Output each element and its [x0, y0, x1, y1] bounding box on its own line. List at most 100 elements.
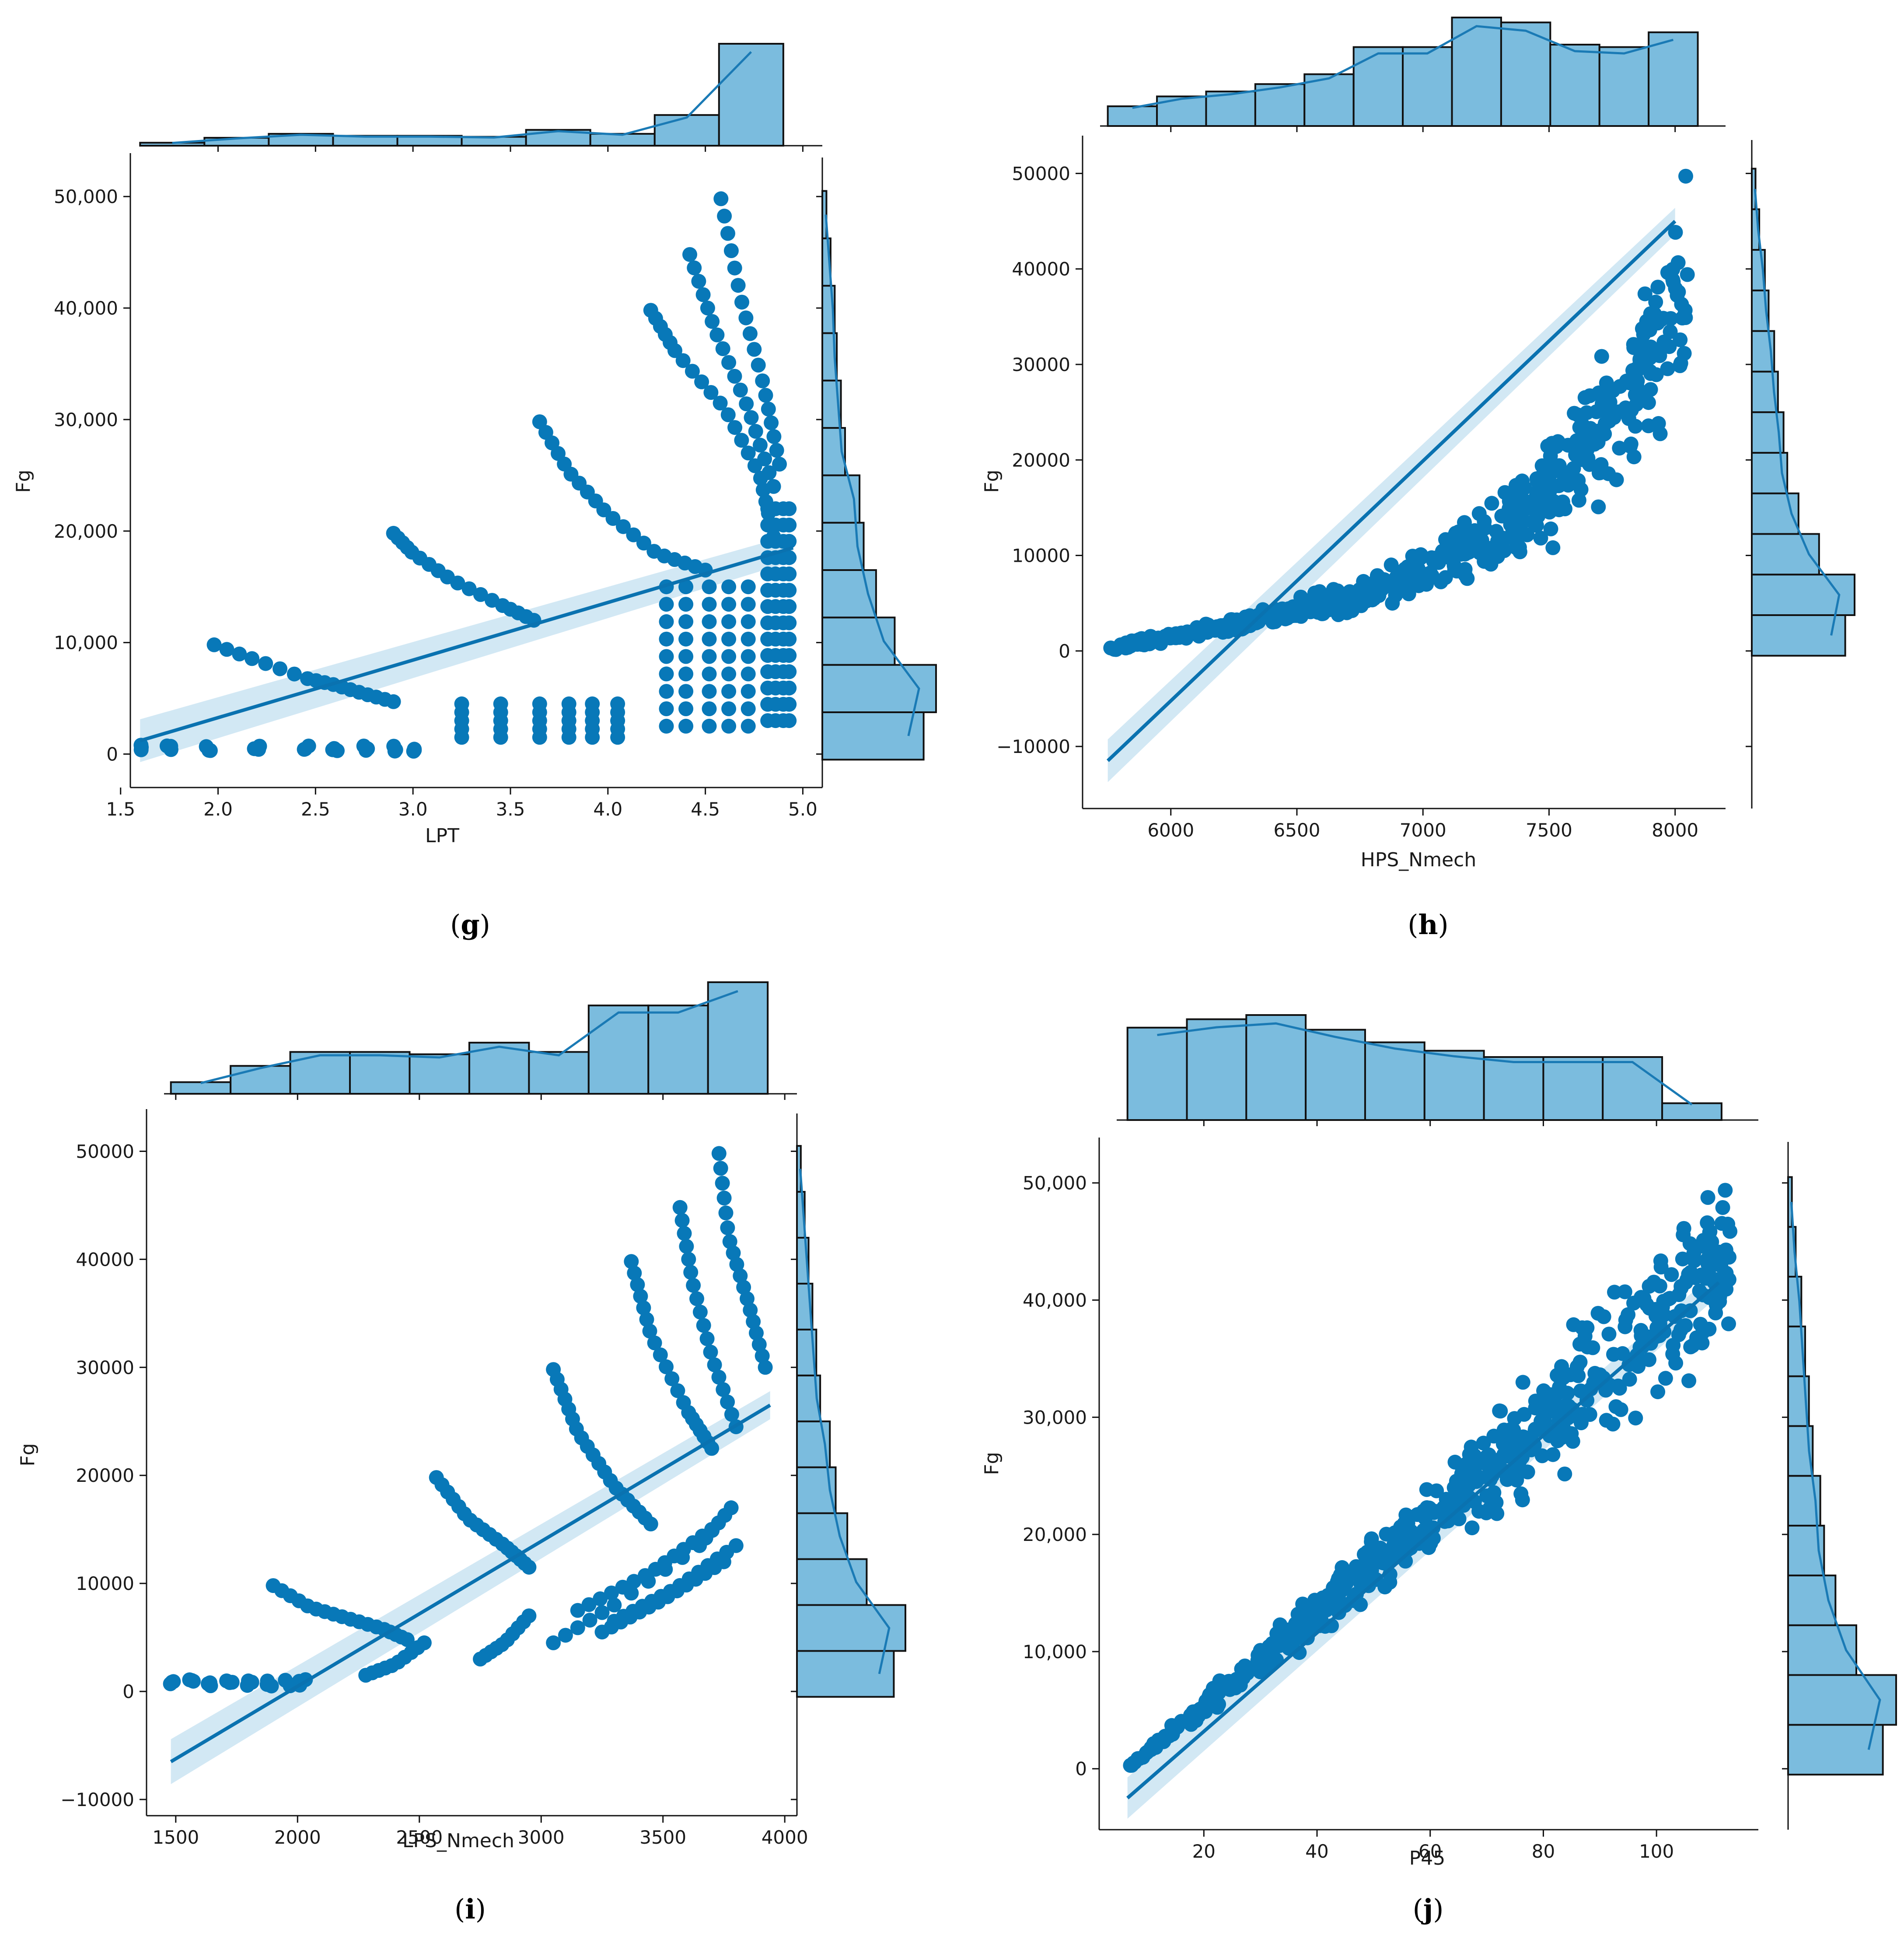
panel-i-y-tick-label: −10000 — [60, 1789, 134, 1810]
panel-g-point — [461, 581, 477, 596]
panel-j-axes: 20 40 60 80 100 0 10,000 20,000 30,000 40,000 50,0… — [1023, 1138, 1758, 1862]
panel-i-y-tick-label: 0 — [122, 1681, 134, 1702]
panel-h-point — [1407, 568, 1422, 583]
panel-i-point — [244, 1675, 259, 1690]
panel-i-point — [672, 1200, 688, 1215]
panel-j-point — [1571, 1368, 1586, 1383]
panel-i-point — [664, 1371, 680, 1386]
panel-h-x-tick-label: 7000 — [1400, 819, 1446, 841]
panel-i-ylabel: Fg — [17, 1443, 39, 1466]
panel-h-point — [1471, 506, 1487, 521]
panel-g-main — [133, 191, 797, 762]
panel-j-marginal-x-bar — [1423, 1050, 1485, 1121]
panel-g-point — [659, 701, 674, 716]
panel-h-point — [1672, 358, 1687, 373]
panel-h-point — [1542, 455, 1558, 470]
panel-h-point — [1377, 574, 1392, 590]
panel-h-y-tick-label: 20000 — [1012, 449, 1070, 471]
panel-g-point — [782, 648, 797, 663]
panel-j-point — [1695, 1325, 1710, 1340]
panel-j-marginal-x-bar — [1542, 1056, 1604, 1121]
panel-g-y-tick-label: 0 — [106, 744, 118, 765]
panel-i-point — [686, 1278, 701, 1293]
panel-j-y-tick-label: 20,000 — [1023, 1524, 1087, 1545]
panel-j-point — [1534, 1448, 1550, 1463]
panel-g-point — [702, 614, 717, 629]
panel-j-marginal-x-bar — [1126, 1026, 1188, 1121]
panel-h-x-tick-label: 8000 — [1652, 819, 1698, 841]
panel-h-point — [1671, 284, 1686, 300]
panel-g-point — [626, 527, 641, 543]
panel-h-point — [1660, 361, 1675, 376]
panel-g-point — [678, 684, 694, 699]
panel-j-point — [1557, 1467, 1572, 1481]
panel-g-point — [232, 646, 247, 662]
panel-i-point — [724, 1407, 739, 1422]
panel-g-point — [454, 696, 469, 711]
panel-j-point — [1188, 1708, 1203, 1723]
panel-j-point — [1288, 1627, 1303, 1642]
panel-i-y-tick-label: 30000 — [76, 1357, 134, 1378]
panel-j-caption-letter: j — [1421, 1893, 1433, 1925]
panel-g-y-tick-label: 20,000 — [54, 521, 118, 542]
panel-j-point — [1400, 1516, 1415, 1531]
panel-i-marginal-x-bar — [349, 1051, 411, 1095]
panel-i-point — [581, 1597, 597, 1612]
panel-i-point — [643, 1516, 658, 1532]
panel-j-point — [1721, 1316, 1736, 1331]
panel-h-point — [1530, 484, 1545, 499]
panel-g-point — [616, 519, 631, 534]
panel-i-point — [642, 1323, 657, 1339]
panel-h-point — [1670, 255, 1686, 270]
panel-j-marginal-x-bar — [1186, 1018, 1247, 1121]
panel-h-point — [1134, 631, 1149, 646]
panel-i-marginal-x-bar — [409, 1053, 470, 1095]
panel-i-point — [633, 1288, 648, 1304]
panel-g-point — [782, 680, 797, 696]
panel-h-point — [1674, 297, 1689, 312]
panel-g-x-tick-label: 3.5 — [496, 798, 525, 820]
panel-g-point — [766, 479, 781, 494]
panel-j-x-tick-label: 40 — [1305, 1841, 1328, 1862]
panel-g-point — [741, 614, 756, 629]
panel-h-point — [1473, 530, 1488, 546]
panel-j-point — [1292, 1645, 1307, 1660]
panel-i-marginal-y — [791, 1113, 906, 1816]
panel-i-point — [707, 1357, 722, 1372]
panel-i-point — [164, 1674, 180, 1690]
panel-h-caption: (h) — [1408, 909, 1448, 941]
panel-g-x-tick-label: 2.0 — [203, 798, 233, 820]
panel-h-point — [1678, 168, 1693, 184]
panel-h-point — [1609, 472, 1624, 487]
panel-i-caption-letter: i — [465, 1893, 475, 1925]
panel-g-point — [741, 666, 756, 682]
panel-i-point — [659, 1359, 674, 1374]
panel-g-x-tick-label: 3.0 — [398, 798, 428, 820]
panel-j-regression-line — [1126, 1281, 1720, 1799]
panel-i-marginal-x-bar — [587, 1005, 650, 1095]
panel-g-point — [741, 579, 756, 595]
panel-g-marginal-x — [139, 43, 822, 152]
panel-g-point — [659, 684, 674, 699]
panel-h-point — [1457, 562, 1473, 577]
panel-g-point — [245, 651, 260, 666]
panel-g-point — [751, 357, 766, 373]
panel-g-point — [782, 615, 797, 630]
panel-j-point — [1626, 1295, 1641, 1311]
panel-h-point — [1547, 479, 1562, 494]
panel-i-point — [758, 1360, 773, 1375]
panel-j-main — [1123, 1183, 1738, 1819]
panel-i-y-tick-label: 20000 — [76, 1465, 134, 1486]
panel-i-point — [728, 1538, 744, 1553]
panel-i-point — [259, 1677, 275, 1692]
panel-j-point — [1489, 1506, 1505, 1521]
panel-j-x-tick-label: 80 — [1532, 1841, 1555, 1862]
panel-h-point — [1424, 568, 1439, 583]
panel-j-marginal-x-bar — [1305, 1029, 1366, 1121]
panel-i-point — [399, 1632, 415, 1647]
panel-j-y-tick-label: 0 — [1075, 1758, 1087, 1780]
panel-j-point — [1687, 1253, 1702, 1268]
panel-h-regression-line — [1106, 220, 1677, 762]
panel-g-point — [678, 631, 694, 647]
